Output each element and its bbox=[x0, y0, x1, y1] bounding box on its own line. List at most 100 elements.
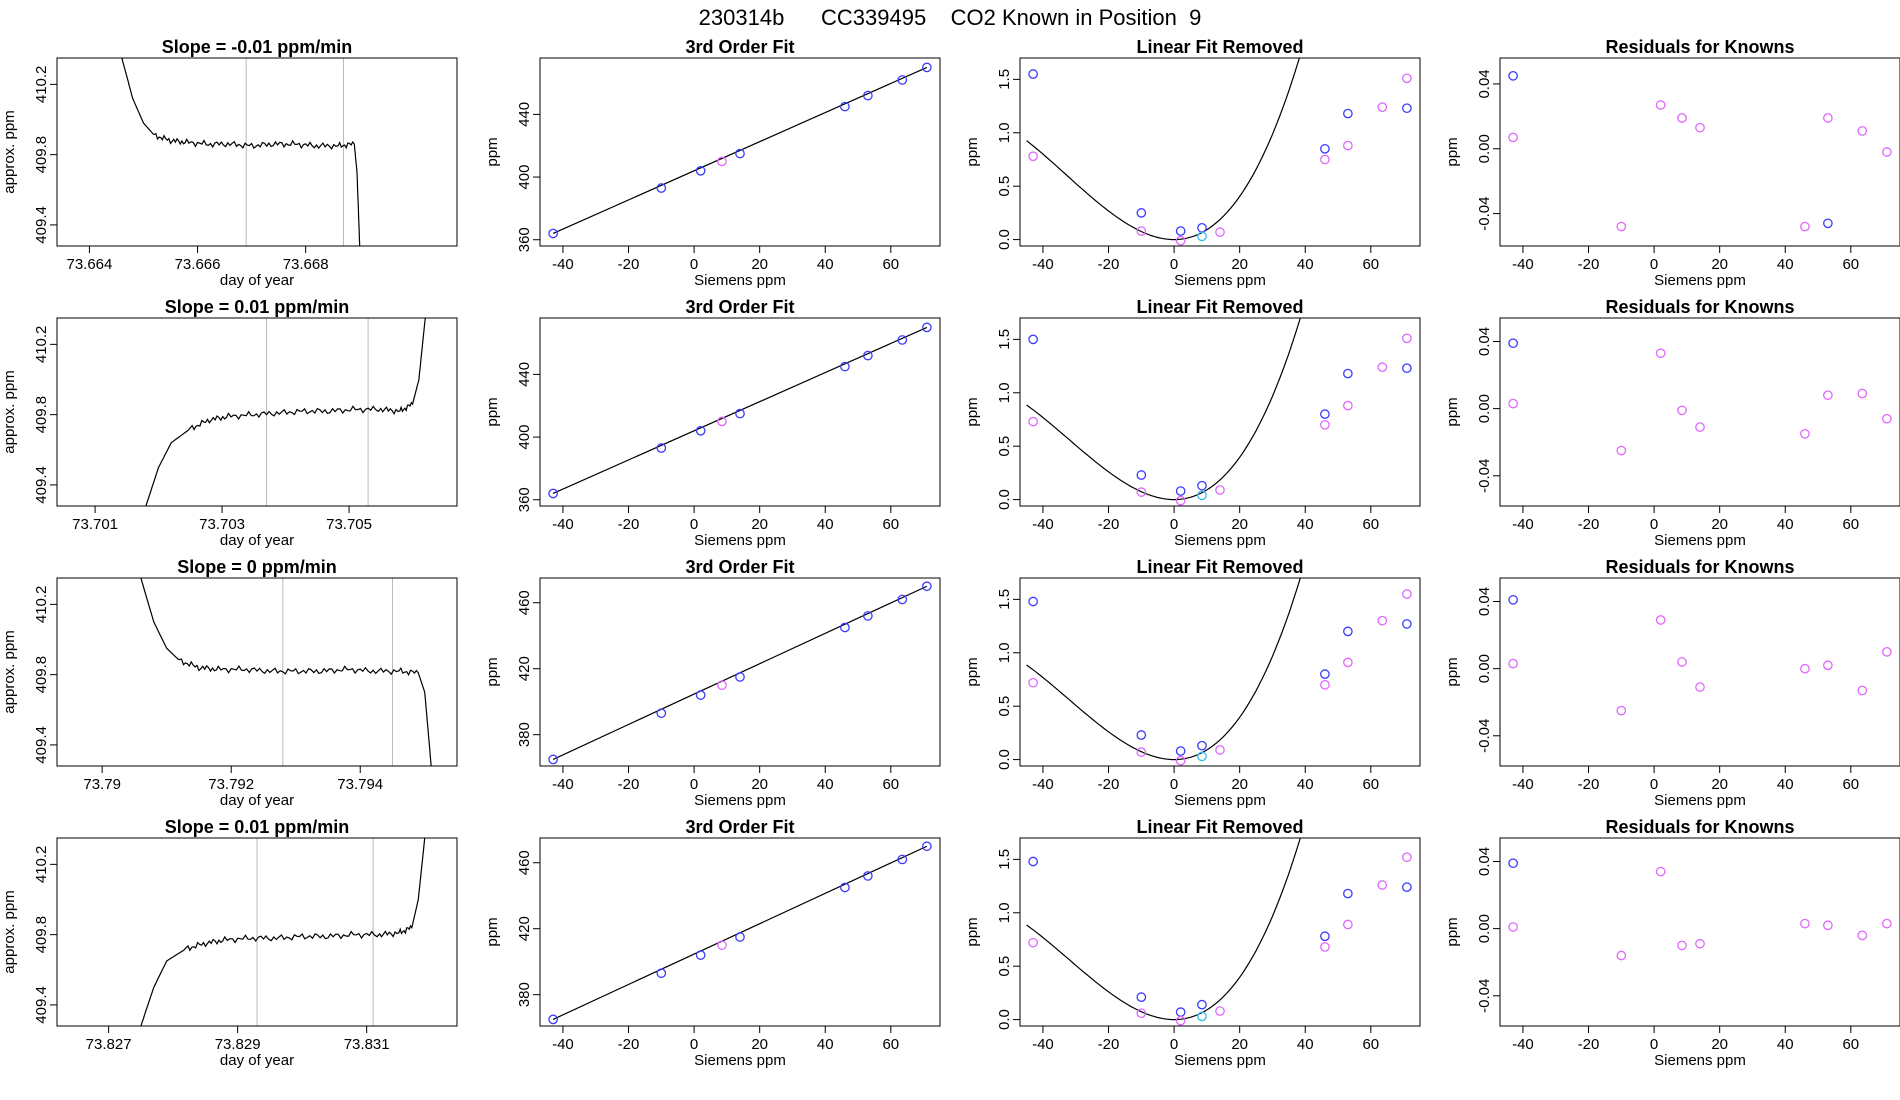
data-point-magenta bbox=[1857, 685, 1868, 696]
x-tick-label: 60 bbox=[882, 516, 899, 533]
plot-frame bbox=[1499, 577, 1900, 767]
data-point-magenta bbox=[1136, 1008, 1147, 1019]
data-point-blue bbox=[695, 425, 706, 436]
plot-area bbox=[1026, 838, 1301, 1021]
panel-linear_removed-row2: Linear Fit Removed -40 -20 0 20 40 60 0.0 0.5 1.0… bbox=[964, 297, 1421, 549]
data-point-magenta bbox=[1655, 348, 1666, 359]
data-point-cyan bbox=[1197, 231, 1207, 242]
x-tick-label: 0 bbox=[1170, 1036, 1178, 1053]
fit-curve bbox=[1026, 578, 1301, 761]
data-point-blue bbox=[656, 183, 667, 193]
data-point-magenta bbox=[1677, 405, 1687, 416]
plot-frame bbox=[539, 837, 941, 1027]
data-point-blue bbox=[922, 841, 932, 852]
x-tick-label: -20 bbox=[1578, 516, 1600, 533]
data-point-cyan bbox=[1197, 1011, 1207, 1022]
x-tick-label: -40 bbox=[1512, 256, 1534, 273]
fit-curve bbox=[1026, 318, 1301, 501]
y-axis-label: ppm bbox=[484, 137, 501, 166]
y-tick-label: 440 bbox=[516, 362, 533, 387]
data-point-magenta bbox=[1616, 705, 1627, 716]
data-point-blue bbox=[1197, 222, 1207, 233]
y-tick-label: 409.8 bbox=[33, 396, 50, 434]
panel-title: 3rd Order Fit bbox=[685, 297, 794, 317]
data-point-magenta bbox=[1175, 235, 1186, 246]
data-point-magenta bbox=[1882, 413, 1892, 424]
data-point-blue bbox=[548, 754, 558, 765]
data-point-magenta bbox=[1028, 677, 1038, 688]
data-point-magenta bbox=[1857, 388, 1868, 399]
y-axis-label: ppm bbox=[1444, 137, 1461, 166]
data-point-blue bbox=[840, 101, 850, 112]
data-point-magenta bbox=[1655, 100, 1666, 110]
y-axis-label: ppm bbox=[1444, 917, 1461, 946]
co2-trace-line bbox=[145, 318, 426, 506]
data-point-cyan bbox=[1197, 751, 1207, 762]
plot-frame bbox=[1499, 837, 1900, 1027]
data-point-magenta bbox=[1343, 400, 1353, 411]
data-point-magenta bbox=[1402, 73, 1412, 84]
plot-frame bbox=[539, 57, 941, 247]
x-axis-label: day of year bbox=[220, 1052, 294, 1069]
data-point-blue bbox=[1197, 999, 1207, 1010]
panels-group: Slope = -0.01 ppm/min 73.664 73.666 73.668 4… bbox=[1, 37, 1900, 1069]
y-tick-label: 420 bbox=[516, 656, 533, 681]
x-tick-label: 60 bbox=[1362, 516, 1379, 533]
data-point-magenta bbox=[1695, 422, 1705, 432]
data-point-magenta bbox=[1655, 866, 1666, 877]
data-point-blue bbox=[1320, 143, 1330, 154]
data-point-blue bbox=[1197, 740, 1207, 751]
y-axis-label: ppm bbox=[484, 917, 501, 946]
panel-title: 3rd Order Fit bbox=[685, 557, 794, 577]
y-tick-label: 0.04 bbox=[1476, 69, 1493, 98]
x-tick-label: -40 bbox=[1032, 256, 1054, 273]
panel-title: Slope = 0 ppm/min bbox=[177, 557, 337, 577]
co2-trace-line bbox=[121, 58, 361, 246]
panel-timeseries-row1: Slope = -0.01 ppm/min 73.664 73.666 73.668 4… bbox=[1, 37, 458, 289]
y-tick-label: 410.2 bbox=[33, 66, 50, 104]
data-point-magenta bbox=[1882, 647, 1892, 657]
data-point-magenta bbox=[717, 680, 727, 691]
y-axis-label: ppm bbox=[1444, 657, 1461, 686]
data-point-magenta bbox=[1320, 942, 1330, 952]
data-point-blue bbox=[897, 594, 908, 605]
panel-timeseries-row2: Slope = 0.01 ppm/min 73.701 73.703 73.705 40… bbox=[1, 297, 458, 549]
data-point-blue bbox=[897, 335, 908, 345]
data-point-blue bbox=[863, 90, 873, 101]
x-tick-label: 0 bbox=[690, 516, 698, 533]
data-point-blue bbox=[1402, 363, 1412, 374]
x-tick-label: 20 bbox=[1711, 1036, 1728, 1053]
panel-residuals-row1: Residuals for Knowns -40 -20 0 20 40 60 -0.04 0.… bbox=[1444, 37, 1900, 289]
x-tick-label: 40 bbox=[1777, 776, 1794, 793]
x-tick-label: 73.664 bbox=[66, 256, 112, 273]
plot-frame bbox=[1019, 577, 1421, 767]
x-axis-label: Siemens ppm bbox=[1654, 1052, 1746, 1069]
y-tick-label: 409.8 bbox=[33, 656, 50, 694]
data-point-magenta bbox=[1136, 226, 1147, 236]
panel-title: 3rd Order Fit bbox=[685, 37, 794, 57]
data-point-blue bbox=[1136, 992, 1147, 1003]
data-point-magenta bbox=[1800, 221, 1810, 232]
x-tick-label: 73.827 bbox=[86, 1036, 132, 1053]
data-point-blue bbox=[695, 690, 706, 700]
data-point-magenta bbox=[1823, 920, 1833, 931]
x-tick-label: -20 bbox=[618, 256, 640, 273]
x-tick-label: -20 bbox=[1098, 1036, 1120, 1053]
plot-area bbox=[1026, 58, 1300, 241]
data-point-magenta bbox=[717, 156, 727, 167]
data-point-magenta bbox=[1823, 390, 1833, 401]
plot-frame bbox=[56, 317, 458, 507]
x-tick-label: 0 bbox=[1650, 776, 1658, 793]
y-axis-label: ppm bbox=[964, 397, 981, 426]
data-point-magenta bbox=[1616, 950, 1627, 961]
data-point-blue bbox=[1402, 103, 1412, 114]
y-tick-label: 400 bbox=[516, 165, 533, 190]
x-tick-label: 73.666 bbox=[175, 256, 221, 273]
x-tick-label: 20 bbox=[1711, 776, 1728, 793]
x-axis-label: Siemens ppm bbox=[694, 792, 786, 809]
panel-residuals-row3: Residuals for Knowns -40 -20 0 20 40 60 -0.04 0.… bbox=[1444, 557, 1900, 809]
x-tick-label: 0 bbox=[1650, 516, 1658, 533]
data-point-blue bbox=[1175, 226, 1186, 236]
x-tick-label: 20 bbox=[1711, 516, 1728, 533]
panel-title: Linear Fit Removed bbox=[1136, 297, 1303, 317]
